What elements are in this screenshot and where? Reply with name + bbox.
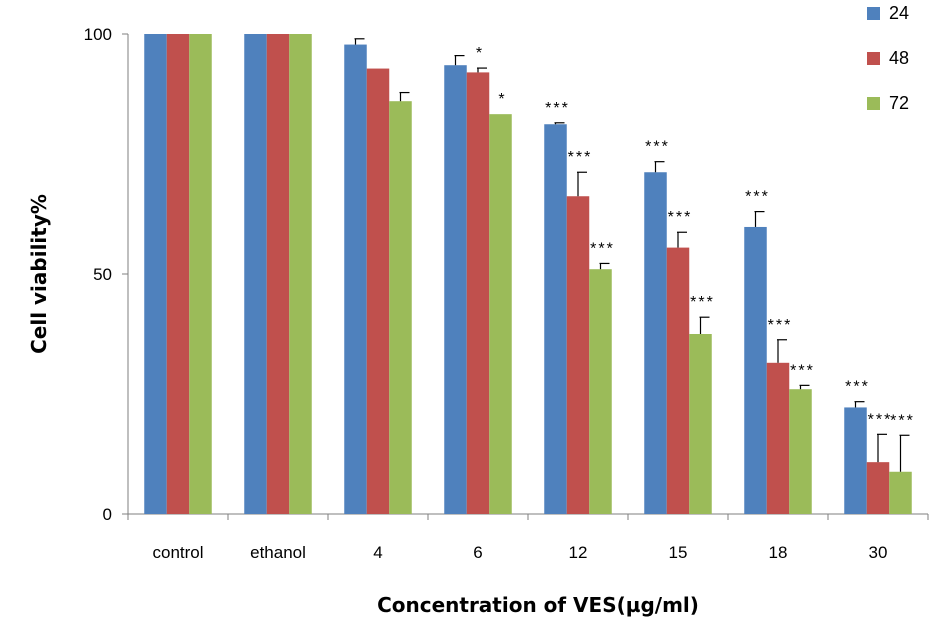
x-tick-label: 18 [769, 543, 788, 562]
x-tick-label: ethanol [250, 543, 306, 562]
significance-label: * [498, 91, 506, 108]
bar-24-30 [844, 407, 867, 514]
significance-label: * [476, 45, 484, 62]
x-tick-label: 6 [473, 543, 482, 562]
significance-label: *** [645, 139, 670, 156]
significance-label: *** [590, 240, 615, 257]
bar-48-6 [466, 72, 490, 515]
significance-label: *** [668, 209, 693, 226]
legend-swatch-24 [867, 7, 880, 20]
bar-72-30 [889, 471, 912, 514]
x-tick-label: 12 [569, 543, 588, 562]
bar-72-18 [789, 389, 812, 514]
x-tick-label: control [152, 543, 203, 562]
significance-label: *** [568, 149, 593, 166]
y-axis-title: Cell viability% [27, 194, 51, 354]
significance-label: *** [745, 189, 770, 206]
legend-label-72: 72 [889, 93, 909, 113]
bar-72-control [189, 34, 212, 514]
bar-24-15 [644, 172, 667, 515]
bar-72-6 [489, 114, 512, 514]
x-tick-label: 30 [869, 543, 888, 562]
bar-48-control [166, 34, 190, 514]
bar-24-18 [744, 226, 767, 514]
significance-label: *** [545, 100, 570, 117]
x-axis-title: Concentration of VES(µg/ml) [377, 593, 699, 617]
x-tick-label: 15 [669, 543, 688, 562]
significance-label: *** [845, 379, 870, 396]
legend-label-24: 24 [889, 3, 909, 23]
legend: 24 48 72 [867, 3, 909, 113]
bar-48-15 [666, 247, 690, 514]
bar-72-15 [689, 334, 712, 514]
significance-label: *** [768, 317, 793, 334]
bar-48-12 [566, 196, 590, 515]
significance-label: *** [790, 362, 815, 379]
bar-24-ethanol [244, 34, 267, 514]
legend-swatch-48 [867, 52, 880, 65]
significance-label: *** [690, 294, 715, 311]
bar-72-12 [589, 269, 612, 514]
bar-24-6 [444, 65, 467, 514]
bar-72-4 [389, 101, 412, 514]
bar-24-4 [344, 44, 367, 515]
bar-24-12 [544, 124, 567, 515]
x-tick-label: 4 [373, 543, 382, 562]
y-tick-label: 0 [103, 505, 112, 524]
bar-48-ethanol [266, 34, 290, 514]
legend-label-48: 48 [889, 48, 909, 68]
significance-label: *** [868, 411, 893, 428]
bar-24-control [144, 34, 167, 514]
y-tick-label: 50 [93, 265, 112, 284]
bar-48-4 [366, 68, 390, 514]
bar-48-18 [766, 362, 790, 514]
legend-swatch-72 [867, 97, 880, 110]
significance-label: *** [890, 412, 915, 429]
bar-72-ethanol [289, 34, 312, 514]
y-tick-label: 100 [84, 25, 112, 44]
bar-48-30 [866, 462, 890, 514]
